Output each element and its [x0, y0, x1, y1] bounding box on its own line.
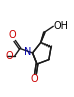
Text: O: O — [6, 51, 13, 61]
Text: OH: OH — [53, 21, 68, 31]
Polygon shape — [41, 32, 45, 43]
Text: N: N — [24, 47, 31, 57]
Text: O: O — [8, 30, 16, 40]
Text: O: O — [31, 74, 39, 84]
